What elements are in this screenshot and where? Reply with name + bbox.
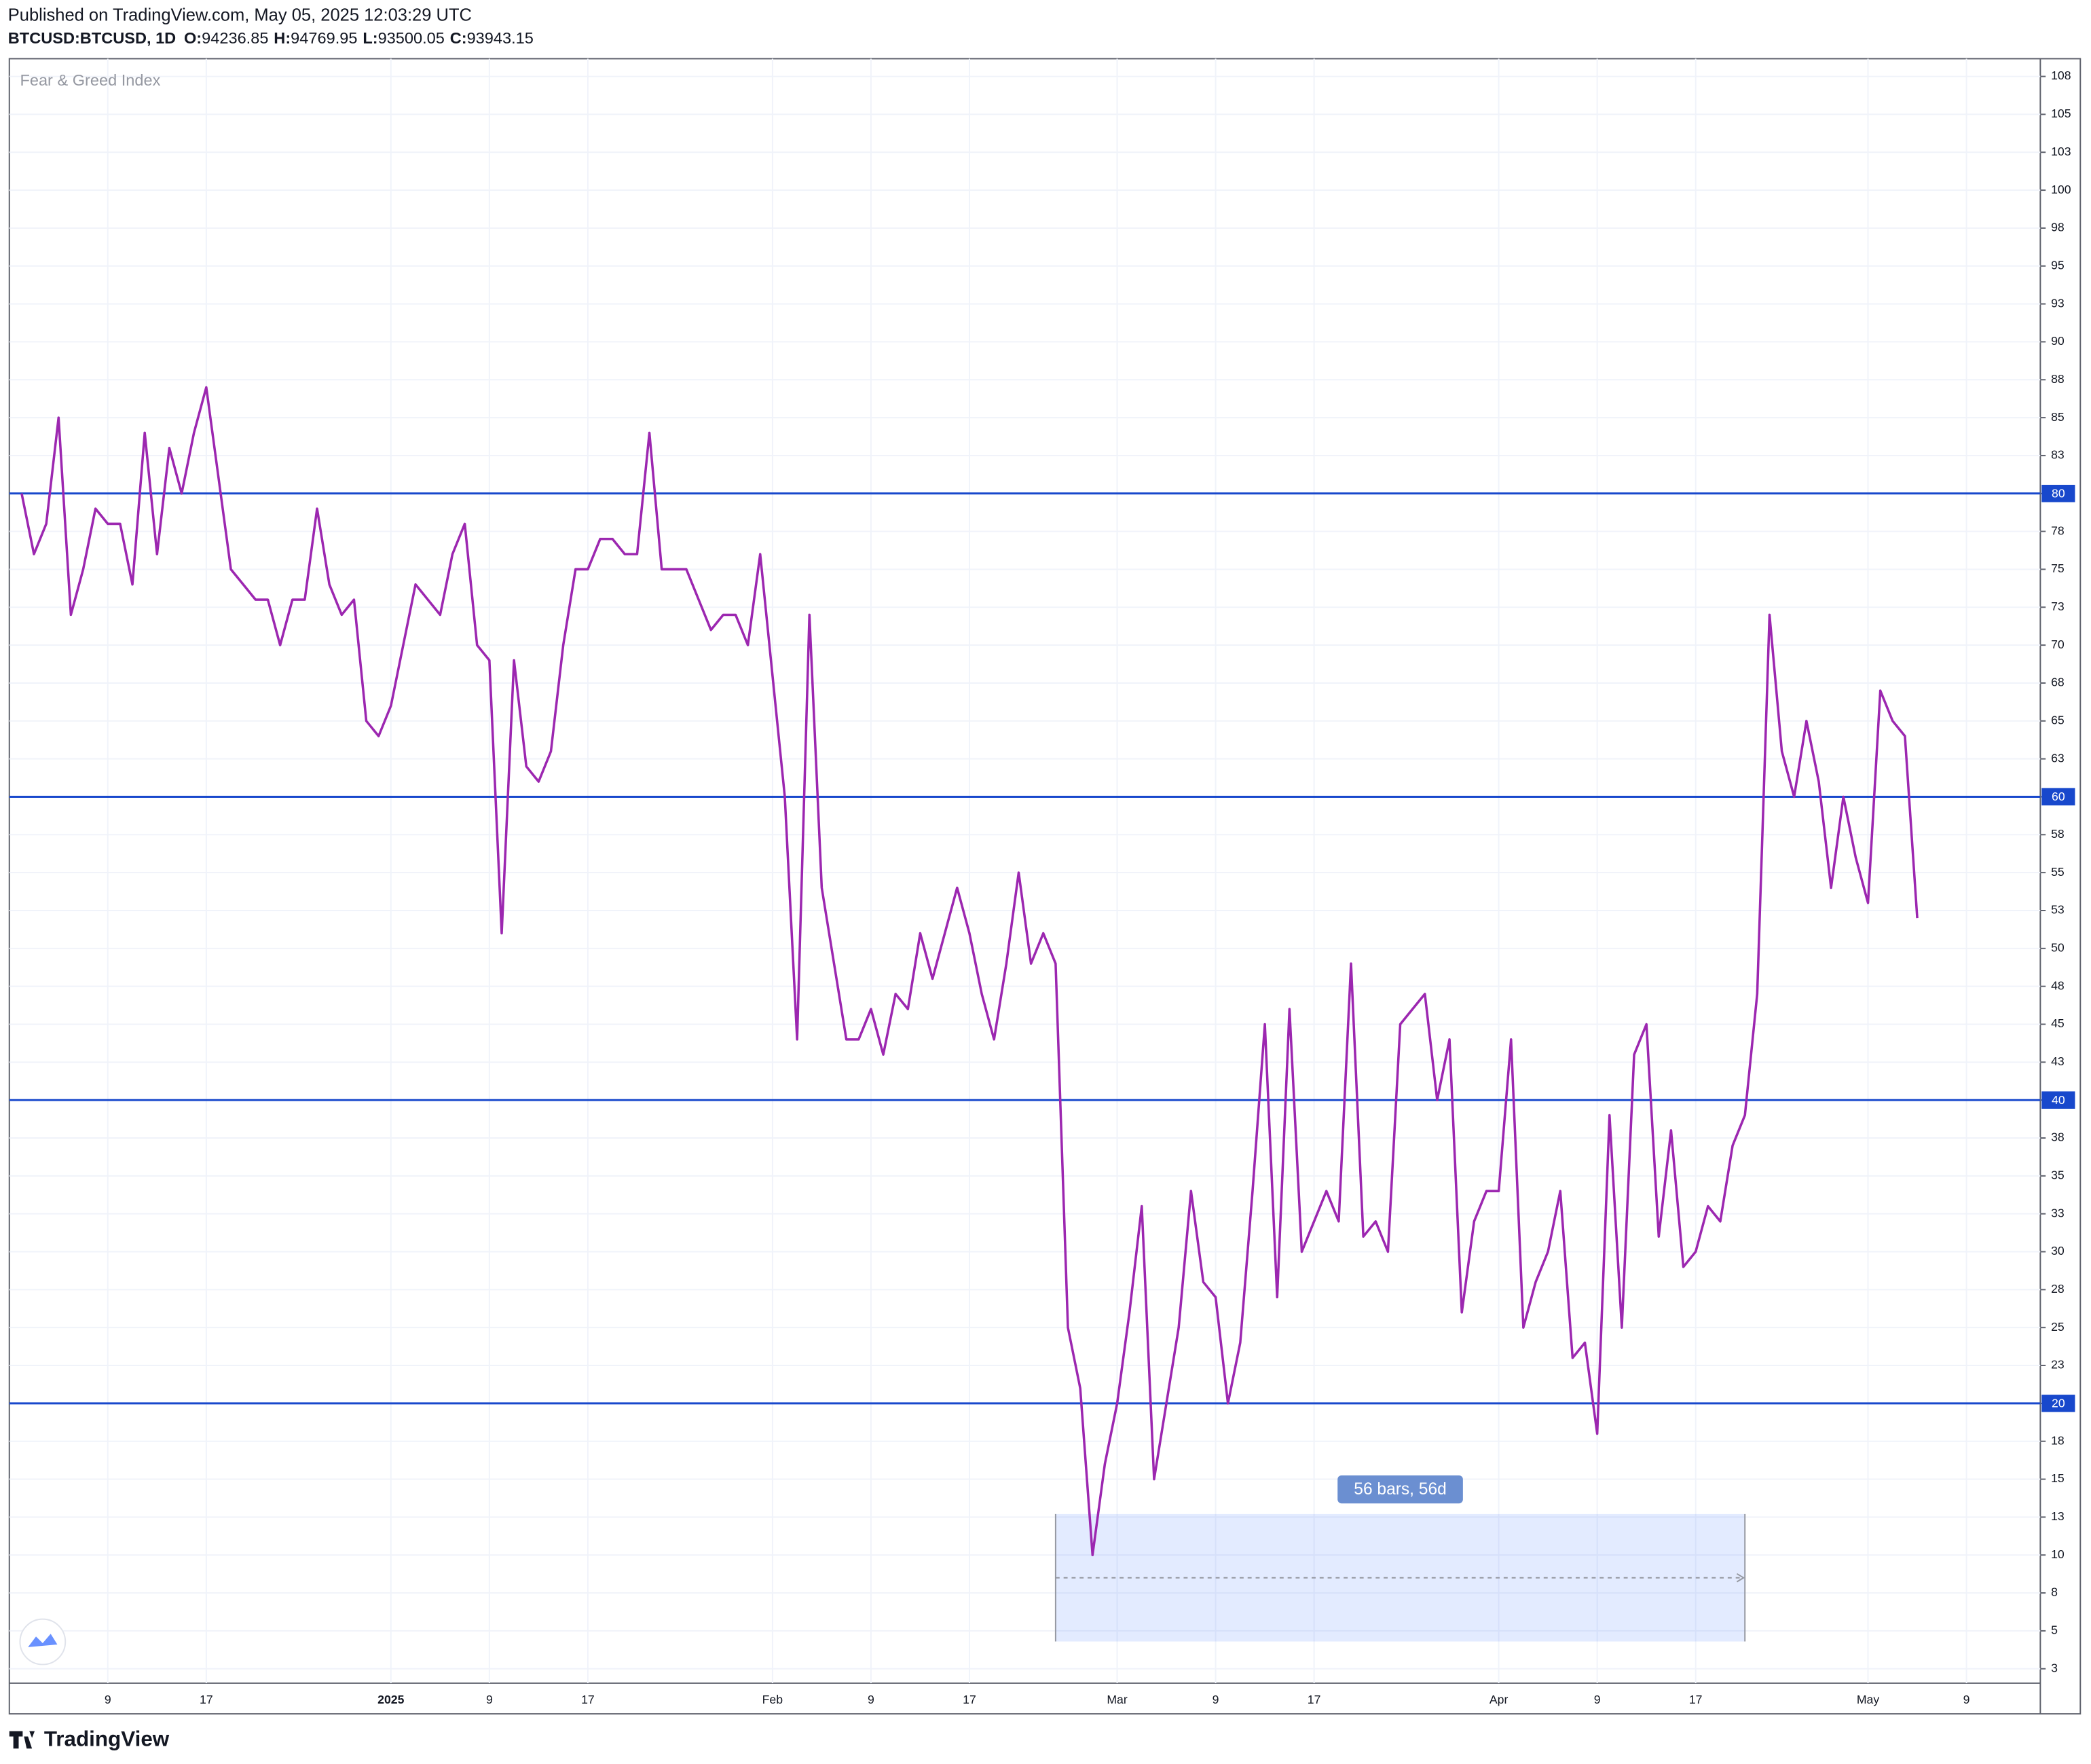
y-tick-label: 85 [2051,410,2065,424]
ohlc-label: C: [450,29,467,47]
x-tick-label: 17 [581,1693,595,1706]
brand-logo [9,1731,35,1749]
y-tick-label: 108 [2051,69,2071,82]
y-tick-label: 15 [2051,1471,2065,1485]
y-tick-label: 68 [2051,676,2065,689]
x-tick-label: 2025 [377,1693,404,1706]
x-tick-label: Feb [762,1693,783,1706]
series-line [20,386,1919,1556]
y-tick-label: 28 [2051,1282,2065,1296]
y-tick-label: 23 [2051,1358,2065,1372]
x-tick-label: Mar [1107,1693,1128,1706]
published: Published on TradingView.com, May 05, 20… [8,5,472,24]
y-tick-label: 98 [2051,221,2065,234]
x-tick-label: 9 [1963,1693,1970,1706]
x-tick-label: Apr [1489,1693,1509,1706]
y-tick-label: 45 [2051,1016,2065,1030]
y-tick-label: 100 [2051,183,2071,196]
chart-title: Fear & Greed Index [20,71,160,89]
x-tick-label: 17 [1308,1693,1321,1706]
y-tick-label: 73 [2051,600,2065,613]
y-tick-label: 105 [2051,107,2071,120]
y-tick-label: 30 [2051,1244,2065,1257]
y-tick-label: 103 [2051,145,2071,158]
ohlc-value: 93500.05 [378,29,445,47]
range-label-bg [1337,1475,1463,1504]
ohlc-value: 94769.95 [291,29,357,47]
brand: TradingView [44,1727,170,1751]
y-tick-label: 13 [2051,1509,2065,1523]
level-label: 60 [2052,790,2065,803]
logo-button[interactable] [19,1618,67,1666]
y-tick-label: 50 [2051,940,2065,954]
ohlc-label: L: [363,29,377,47]
x-tick-label: 9 [486,1693,493,1706]
range-label: 56 bars, 56d [1354,1480,1446,1499]
y-tick-label: 48 [2051,978,2065,992]
ohlc-label: O: [184,29,202,47]
x-tick-label: May [1857,1693,1880,1706]
y-tick-label: 8 [2051,1585,2058,1599]
x-tick-label: 9 [1594,1693,1601,1706]
x-tick-label: 9 [868,1693,874,1706]
level-label: 80 [2052,486,2065,500]
level-label-bg [2041,485,2075,502]
frame [8,58,2081,1715]
grid: 3581013151820232528303335384043454850535… [9,58,2071,1706]
ohlc-value: 94236.85 [202,29,268,47]
y-tick-label: 65 [2051,713,2065,727]
y-tick-label: 90 [2051,334,2065,348]
ohlc-value: 93943.15 [467,29,534,47]
y-tick-label: 25 [2051,1320,2065,1334]
x-tick-label: 17 [963,1693,976,1706]
level-label-bg [2041,788,2075,806]
y-tick-label: 93 [2051,296,2065,310]
y-tick-label: 33 [2051,1206,2065,1219]
y-tick-label: 75 [2051,562,2065,575]
y-tick-label: 35 [2051,1169,2065,1182]
y-tick-label: 83 [2051,448,2065,462]
symbol: BTCUSD:BTCUSD, 1D [8,29,176,47]
level-label-bg [2041,1091,2075,1109]
x-tick-label: 17 [200,1693,213,1706]
y-tick-label: 18 [2051,1433,2065,1447]
level-label: 20 [2052,1397,2065,1410]
marks: 56 bars, 56d 80 60 40 20 [9,386,2075,1642]
level-label-bg [2041,1395,2075,1412]
y-tick-label: 55 [2051,865,2065,879]
symbol-line: BTCUSD:BTCUSD, 1D O:94236.85 H:94769.95 L:9… [8,29,534,47]
x-tick-label: 9 [1213,1693,1219,1706]
range-arrowhead [1736,1573,1745,1583]
y-tick-label: 78 [2051,523,2065,537]
y-tick-label: 95 [2051,258,2065,272]
y-tick-label: 38 [2051,1131,2065,1144]
logo-icon [28,1634,58,1647]
y-tick-label: 58 [2051,827,2065,841]
ohlc-label: H: [274,29,291,47]
y-tick-label: 63 [2051,751,2065,765]
y-tick-label: 70 [2051,638,2065,651]
y-tick-label: 3 [2051,1661,2058,1674]
y-tick-label: 88 [2051,372,2065,386]
x-tick-label: 17 [1689,1693,1703,1706]
y-tick-label: 10 [2051,1547,2065,1561]
level-label: 40 [2052,1093,2065,1107]
y-tick-label: 53 [2051,903,2065,917]
x-tick-label: 9 [105,1693,111,1706]
y-tick-label: 43 [2051,1054,2065,1068]
y-tick-label: 5 [2051,1623,2058,1637]
